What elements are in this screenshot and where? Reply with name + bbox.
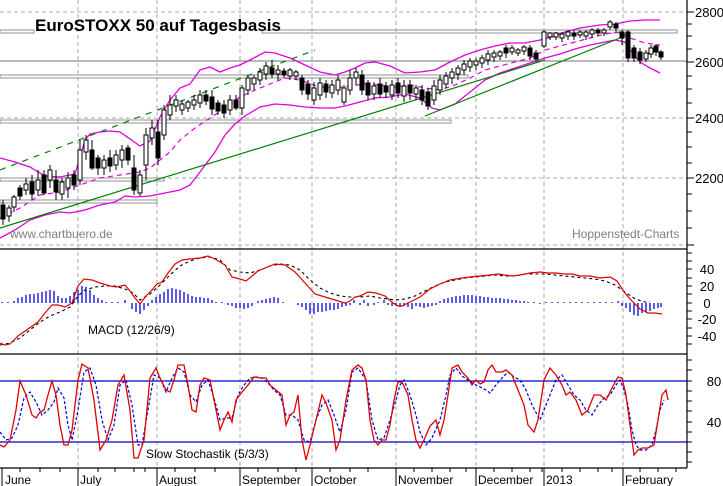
month-september: September <box>242 473 301 486</box>
moving-average-line <box>0 31 661 219</box>
trend-lines <box>0 35 626 229</box>
month-july: July <box>80 473 101 486</box>
month-august: August <box>159 473 197 486</box>
macd-axis-labels: 40 20 0 -20 -40 <box>698 262 717 344</box>
stoch-label: Slow Stochastik (5/3/3) <box>146 447 269 461</box>
x-axis-months: June July August September October Novem… <box>5 473 673 486</box>
price-tick-2800: 2800 <box>695 5 723 20</box>
watermark-hoppenstedt: Hoppenstedt-Charts <box>572 227 679 241</box>
price-tick-2600: 2600 <box>695 55 723 70</box>
stoch-axis-ticks <box>687 359 692 463</box>
stoch-reference-lines <box>0 380 687 443</box>
watermark-chartbuero: www.chartbuero.de <box>9 227 113 241</box>
candlesticks <box>0 20 664 225</box>
macd-tick-neg40: -40 <box>698 329 717 344</box>
stoch-axis-labels: 80 40 <box>707 374 721 430</box>
macd-line <box>0 255 663 346</box>
price-axis-ticks <box>687 11 694 246</box>
macd-tick-20: 20 <box>700 279 714 294</box>
month-november: November <box>398 473 453 486</box>
macd-tick-neg20: -20 <box>698 312 717 327</box>
chart-title: EuroSTOXX 50 auf Tagesbasis <box>35 16 281 35</box>
panel-separators <box>0 248 687 355</box>
bollinger-bands <box>0 19 661 239</box>
macd-tick-0: 0 <box>703 296 710 311</box>
stoch-tick-40: 40 <box>707 415 721 430</box>
month-october: October <box>314 473 357 486</box>
month-2013: 2013 <box>546 473 573 486</box>
month-december: December <box>478 473 533 486</box>
macd-label: MACD (12/26/9) <box>88 323 175 337</box>
price-axis-labels: 2800 2600 2400 2200 <box>695 5 723 186</box>
price-tick-2400: 2400 <box>695 111 723 126</box>
month-june: June <box>5 473 31 486</box>
stoch-tick-80: 80 <box>707 374 721 389</box>
macd-tick-40: 40 <box>700 262 714 277</box>
stoch-d-line <box>0 367 665 451</box>
x-axis-ticks <box>1 468 677 486</box>
price-tick-2200: 2200 <box>695 171 723 186</box>
month-february: February <box>625 473 673 486</box>
support-resistance-zones <box>0 29 687 204</box>
macd-axis-ticks <box>687 252 692 345</box>
stoch-k-line <box>0 362 669 461</box>
